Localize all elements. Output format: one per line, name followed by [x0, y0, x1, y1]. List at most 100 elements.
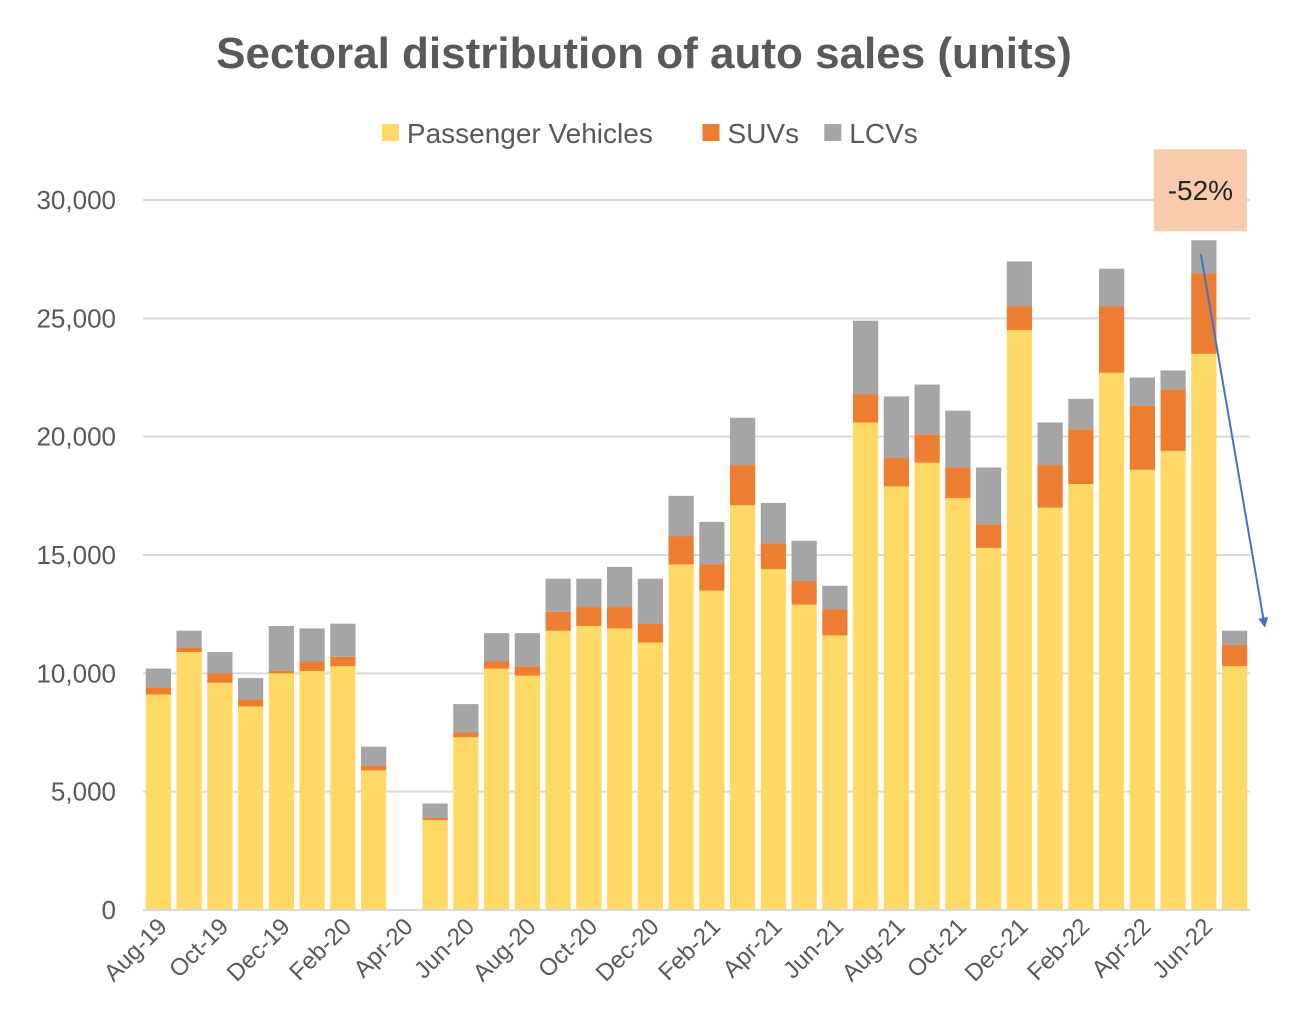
bar-passenger-vehicles-oct-21	[945, 498, 971, 910]
bar-suvs-jul-22	[1222, 644, 1248, 667]
bar-lcvs-dec-21	[1006, 261, 1032, 307]
bar-passenger-vehicles-jun-21	[822, 635, 848, 910]
bar-lcvs-apr-22	[1129, 377, 1155, 406]
y-axis: 0 5,000 10,000 15,000 20,000 25,000 30,000	[36, 185, 116, 925]
legend-label-passenger-vehicles: Passenger Vehicles	[407, 118, 653, 149]
bar-lcvs-oct-20	[576, 578, 602, 608]
x-axis: Aug-19Oct-19Dec-19Feb-20Apr-20Jun-20Aug-…	[99, 913, 1218, 987]
bar-lcvs-jun-21	[822, 585, 848, 610]
x-tick-label: Feb-20	[284, 913, 357, 986]
legend-swatch-suvs	[702, 124, 720, 141]
bar-passenger-vehicles-feb-21	[699, 590, 725, 910]
y-tick-label: 5,000	[51, 777, 116, 807]
x-tick-label: Apr-21	[718, 913, 788, 983]
legend-label-suvs: SUVs	[728, 118, 800, 149]
y-tick-label: 10,000	[36, 658, 116, 688]
bar-lcvs-sep-19	[176, 630, 202, 648]
bar-suvs-feb-22	[1068, 429, 1094, 484]
annotation: -52%	[1153, 149, 1269, 628]
annotation-box	[1153, 149, 1247, 232]
bar-passenger-vehicles-oct-19	[207, 682, 233, 910]
bar-suvs-oct-19	[207, 673, 233, 683]
bar-lcvs-may-21	[791, 540, 817, 582]
bar-suvs-apr-22	[1129, 405, 1155, 470]
bar-suvs-nov-19	[238, 699, 264, 707]
bar-suvs-dec-21	[1006, 306, 1032, 331]
bar-suvs-mar-22	[1099, 306, 1125, 373]
bar-lcvs-dec-19	[268, 626, 294, 671]
bar-passenger-vehicles-apr-21	[760, 569, 786, 910]
bar-suvs-feb-21	[699, 564, 725, 591]
bar-suvs-may-20	[422, 817, 448, 821]
bar-lcvs-apr-21	[760, 502, 786, 544]
bar-passenger-vehicles-feb-20	[330, 666, 356, 910]
bar-suvs-jul-20	[484, 661, 510, 669]
bar-passenger-vehicles-jan-20	[299, 670, 325, 910]
bar-passenger-vehicles-may-22	[1160, 450, 1186, 910]
bar-passenger-vehicles-jul-21	[853, 422, 879, 910]
legend-swatch-lcvs	[824, 124, 842, 141]
bar-passenger-vehicles-sep-20	[545, 630, 571, 910]
bar-lcvs-jan-20	[299, 628, 325, 662]
bar-suvs-jun-20	[453, 732, 479, 738]
bar-lcvs-nov-19	[238, 678, 264, 700]
bar-suvs-sep-19	[176, 647, 202, 653]
bar-passenger-vehicles-apr-22	[1129, 469, 1155, 910]
x-tick-label: Feb-21	[653, 913, 726, 986]
bar-lcvs-mar-22	[1099, 268, 1125, 307]
bar-lcvs-jan-22	[1037, 422, 1063, 466]
bar-passenger-vehicles-feb-22	[1068, 484, 1094, 910]
y-tick-label: 25,000	[36, 303, 116, 333]
legend: Passenger Vehicles SUVs LCVs	[381, 118, 918, 149]
bar-passenger-vehicles-mar-22	[1099, 372, 1125, 910]
bar-passenger-vehicles-may-21	[791, 604, 817, 910]
bar-suvs-mar-21	[730, 465, 756, 506]
x-tick-label: Jun-21	[778, 913, 849, 984]
x-tick-label: Aug-21	[837, 913, 911, 987]
bar-passenger-vehicles-sep-19	[176, 652, 202, 910]
bar-suvs-jun-22	[1191, 273, 1217, 354]
bar-suvs-sep-20	[545, 611, 571, 631]
bar-passenger-vehicles-dec-19	[268, 673, 294, 910]
bar-suvs-dec-20	[637, 623, 663, 643]
bar-passenger-vehicles-nov-21	[976, 547, 1002, 910]
bar-suvs-may-21	[791, 581, 817, 605]
bar-passenger-vehicles-jan-21	[668, 564, 694, 910]
x-tick-label: Oct-19	[164, 913, 234, 983]
bar-lcvs-feb-21	[699, 521, 725, 565]
legend-label-lcvs: LCVs	[849, 118, 917, 149]
x-tick-label: Jun-22	[1147, 913, 1218, 984]
x-tick-label: Dec-20	[591, 913, 665, 987]
bar-suvs-may-22	[1160, 389, 1186, 451]
bar-passenger-vehicles-oct-20	[576, 626, 602, 910]
bar-lcvs-jan-21	[668, 495, 694, 537]
bar-suvs-aug-19	[145, 687, 171, 695]
bar-passenger-vehicles-jun-20	[453, 737, 479, 910]
bar-suvs-jan-22	[1037, 465, 1063, 508]
bar-lcvs-sep-21	[914, 384, 940, 435]
x-tick-label: Jun-20	[409, 913, 480, 984]
bar-suvs-jan-20	[299, 661, 325, 671]
annotation-arrow	[1199, 254, 1269, 628]
bars	[145, 240, 1248, 911]
x-tick-label: Apr-22	[1087, 913, 1157, 983]
y-tick-label: 30,000	[36, 185, 116, 215]
bar-suvs-jan-21	[668, 536, 694, 565]
bar-lcvs-jul-22	[1222, 630, 1248, 645]
bar-passenger-vehicles-aug-20	[514, 675, 540, 910]
bar-suvs-nov-20	[607, 607, 633, 629]
bar-passenger-vehicles-aug-21	[883, 486, 909, 910]
bar-lcvs-nov-20	[607, 566, 633, 608]
bar-passenger-vehicles-nov-19	[238, 706, 264, 910]
chart-title: Sectoral distribution of auto sales (uni…	[216, 29, 1072, 78]
bar-suvs-jul-21	[853, 394, 879, 423]
bar-suvs-mar-20	[361, 765, 387, 771]
bar-suvs-apr-21	[760, 543, 786, 570]
bar-passenger-vehicles-jul-22	[1222, 666, 1248, 910]
bar-passenger-vehicles-dec-21	[1006, 330, 1032, 911]
bar-lcvs-sep-20	[545, 578, 571, 612]
bar-lcvs-aug-20	[514, 633, 540, 667]
bar-suvs-oct-20	[576, 607, 602, 626]
x-tick-label: Aug-20	[468, 913, 542, 987]
bar-passenger-vehicles-jun-22	[1191, 353, 1217, 910]
